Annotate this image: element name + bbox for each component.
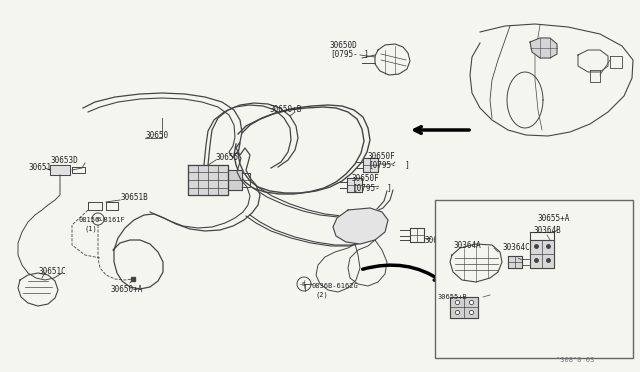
Polygon shape [333,208,388,244]
Text: ]: ] [378,183,392,192]
Text: (2): (2) [316,292,329,298]
Text: 08156-8161F: 08156-8161F [78,217,125,223]
Text: ^308^0 03: ^308^0 03 [556,357,595,363]
Text: [0795-: [0795- [352,183,380,192]
Text: 30364A: 30364A [454,241,482,250]
Polygon shape [450,297,478,318]
Text: 30651C: 30651C [38,267,66,276]
Text: 30650: 30650 [145,131,168,140]
Text: 30650+B: 30650+B [270,105,302,113]
Text: 0836B-6162G: 0836B-6162G [312,283,359,289]
Bar [435,200,633,358]
Polygon shape [363,158,378,172]
Text: 30653D: 30653D [50,155,77,164]
Text: 30650F: 30650F [368,151,396,160]
Polygon shape [50,165,70,175]
Text: 30655+B: 30655+B [438,294,468,300]
Polygon shape [508,256,522,268]
Text: [0795-: [0795- [368,160,396,170]
Text: ]: ] [396,160,410,170]
Text: S: S [302,282,306,286]
Polygon shape [347,178,362,192]
Text: [0795-: [0795- [330,49,358,58]
Polygon shape [530,38,557,58]
Text: 30650+A: 30650+A [110,285,142,295]
Text: 30364B: 30364B [534,225,562,234]
Text: 30655: 30655 [216,153,239,161]
Text: 30655+A: 30655+A [538,214,570,222]
Text: 30651B: 30651B [120,192,148,202]
Text: 30651: 30651 [28,163,51,171]
Text: 30652F: 30652F [425,235,452,244]
Text: 30650D: 30650D [330,41,358,49]
Polygon shape [530,240,554,268]
Text: 30364C: 30364C [503,243,531,251]
Text: (1): (1) [84,226,97,232]
Text: ]: ] [355,49,369,58]
Text: B: B [96,217,100,221]
Text: 30650F: 30650F [352,173,380,183]
Polygon shape [228,170,242,190]
Polygon shape [188,165,228,195]
